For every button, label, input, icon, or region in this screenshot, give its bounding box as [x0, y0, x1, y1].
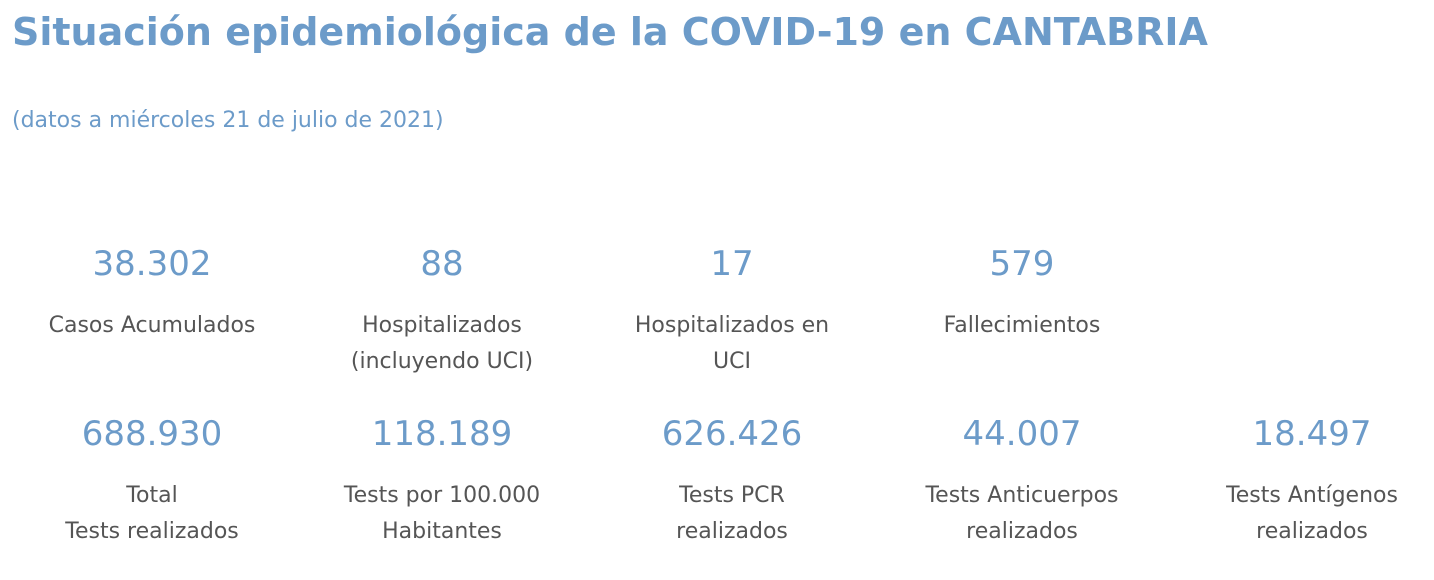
stat-label: Total Tests realizados	[65, 483, 239, 544]
stat-value: 626.426	[661, 414, 803, 454]
stat-value: 579	[989, 244, 1055, 284]
stat-label: Hospitalizados (incluyendo UCI)	[350, 313, 534, 374]
stat-total-tests: 688.930 Total Tests realizados	[7, 414, 297, 550]
date-subtitle: (datos a miércoles 21 de julio de 2021)	[12, 108, 444, 133]
page-title: Situación epidemiológica de la COVID-19 …	[12, 10, 1208, 54]
stat-value: 17	[710, 244, 754, 284]
stat-hospitalizados: 88 Hospitalizados (incluyendo UCI)	[297, 244, 587, 380]
stat-tests-antigenos: 18.497 Tests Antígenos realizados	[1167, 414, 1434, 550]
stat-label: Tests PCR realizados	[676, 483, 788, 544]
stat-value: 44.007	[962, 414, 1082, 454]
stat-fallecimientos: 579 Fallecimientos	[877, 244, 1167, 344]
stat-label: Tests por 100.000 Habitantes	[343, 483, 541, 544]
stat-value: 118.189	[371, 414, 513, 454]
stat-value: 688.930	[81, 414, 223, 454]
stat-label: Casos Acumulados	[48, 313, 256, 338]
stat-casos-acumulados: 38.302 Casos Acumulados	[7, 244, 297, 344]
stat-hospitalizados-uci: 17 Hospitalizados en UCI	[587, 244, 877, 380]
stat-value: 88	[420, 244, 464, 284]
stat-value: 38.302	[92, 244, 212, 284]
stat-tests-por-100000: 118.189 Tests por 100.000 Habitantes	[297, 414, 587, 550]
stat-label: Tests Anticuerpos realizados	[925, 483, 1119, 544]
stat-tests-anticuerpos: 44.007 Tests Anticuerpos realizados	[877, 414, 1167, 550]
stat-label: Fallecimientos	[943, 313, 1101, 338]
stat-tests-pcr: 626.426 Tests PCR realizados	[587, 414, 877, 550]
stat-label: Hospitalizados en UCI	[634, 313, 830, 374]
stat-value: 18.497	[1252, 414, 1372, 454]
stat-label: Tests Antígenos realizados	[1226, 483, 1398, 544]
